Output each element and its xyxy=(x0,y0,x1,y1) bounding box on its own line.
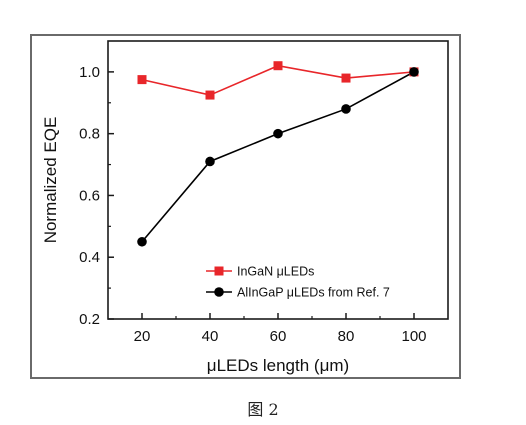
y-tick-label: 0.4 xyxy=(79,249,100,266)
x-tick-label: 60 xyxy=(270,328,287,345)
y-tick-label: 1.0 xyxy=(79,64,100,81)
y-tick-label: 0.6 xyxy=(79,187,100,204)
data-point-1 xyxy=(273,128,283,139)
legend-marker-alingap xyxy=(214,287,224,297)
x-tick-label: 100 xyxy=(401,328,426,345)
y-tick-label: 0.2 xyxy=(79,311,100,328)
legend: InGaN μLEDs AlInGaP μLEDs from Ref. 7 xyxy=(206,265,390,300)
figure-frame xyxy=(30,34,461,379)
data-point-1 xyxy=(341,104,351,114)
legend-marker-ingan xyxy=(214,266,224,276)
data-point-1 xyxy=(409,67,419,77)
x-tick-label: 40 xyxy=(202,328,219,345)
data-point-1 xyxy=(137,236,147,247)
series-line-1 xyxy=(141,71,415,243)
y-tick-label: 0.8 xyxy=(79,126,100,143)
x-tick-label: 80 xyxy=(338,328,355,345)
x-axis-title: μLEDs length (μm) xyxy=(207,356,349,375)
x-tick-label: 20 xyxy=(134,328,151,345)
series-layer xyxy=(137,61,419,247)
data-point-0 xyxy=(137,75,147,85)
figure-caption: 图 2 xyxy=(247,400,279,419)
data-point-0 xyxy=(273,61,283,71)
axis-ticks: 20 40 60 80 100 0.2 0.4 0.6 0.8 1.0 xyxy=(79,64,426,345)
legend-label-ingan: InGaN μLEDs xyxy=(237,265,314,279)
data-point-0 xyxy=(205,90,215,100)
y-axis-title: Normalized EQE xyxy=(41,117,60,244)
data-point-1 xyxy=(205,156,215,167)
legend-label-alingap: AlInGaP μLEDs from Ref. 7 xyxy=(237,286,390,300)
data-point-0 xyxy=(341,73,351,83)
